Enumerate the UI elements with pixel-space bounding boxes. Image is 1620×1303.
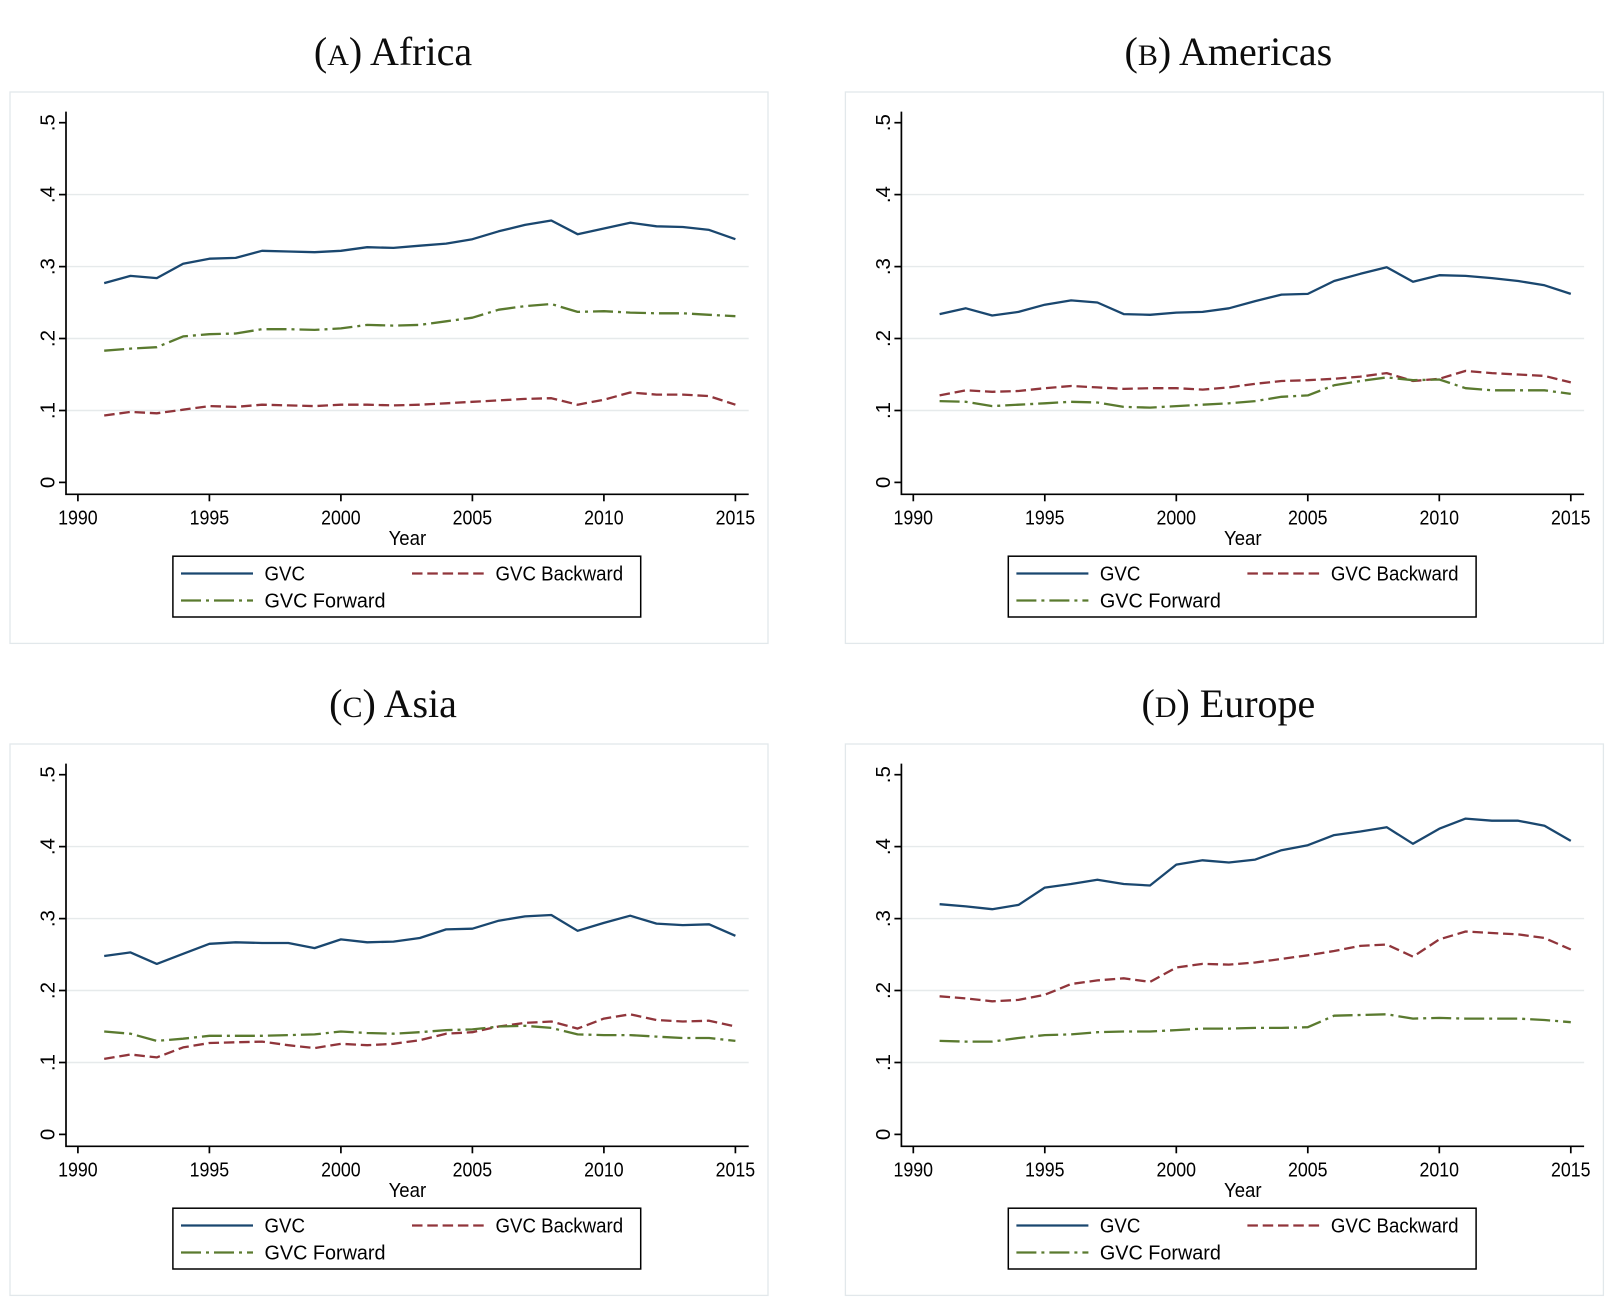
- svg-text:1995: 1995: [1025, 1158, 1065, 1181]
- svg-text:.2: .2: [872, 982, 895, 999]
- svg-text:1995: 1995: [190, 1158, 230, 1181]
- svg-text:GVC Backward: GVC Backward: [496, 1215, 624, 1238]
- svg-text:Year: Year: [1224, 1179, 1262, 1202]
- svg-text:2000: 2000: [321, 506, 361, 529]
- svg-text:GVC Forward: GVC Forward: [265, 590, 386, 613]
- svg-text:2010: 2010: [584, 506, 624, 529]
- svg-text:1990: 1990: [894, 1158, 934, 1181]
- svg-text:GVC Backward: GVC Backward: [1331, 563, 1459, 586]
- svg-text:.3: .3: [872, 258, 895, 275]
- svg-text:0: 0: [37, 1129, 60, 1140]
- svg-text:.3: .3: [872, 910, 895, 927]
- svg-text:2005: 2005: [453, 1158, 493, 1181]
- svg-text:1995: 1995: [190, 506, 230, 529]
- svg-text:1990: 1990: [894, 506, 934, 529]
- svg-text:.2: .2: [872, 330, 895, 347]
- svg-text:GVC Forward: GVC Forward: [1100, 590, 1221, 613]
- svg-text:(A) Africa: (A) Africa: [314, 29, 473, 74]
- svg-text:GVC: GVC: [1100, 1215, 1141, 1238]
- svg-text:2005: 2005: [1288, 506, 1328, 529]
- svg-text:.5: .5: [37, 114, 60, 131]
- svg-text:.4: .4: [872, 186, 895, 203]
- svg-text:1990: 1990: [58, 506, 98, 529]
- svg-text:GVC: GVC: [265, 1215, 306, 1238]
- svg-text:2000: 2000: [1157, 506, 1197, 529]
- svg-text:2000: 2000: [321, 1158, 361, 1181]
- svg-text:GVC: GVC: [1100, 563, 1141, 586]
- svg-text:Year: Year: [1224, 527, 1262, 550]
- svg-text:2010: 2010: [1420, 506, 1460, 529]
- svg-text:0: 0: [872, 477, 895, 488]
- svg-text:.5: .5: [872, 114, 895, 131]
- svg-text:.2: .2: [37, 330, 60, 347]
- svg-text:2000: 2000: [1157, 1158, 1197, 1181]
- svg-text:1990: 1990: [58, 1158, 98, 1181]
- svg-text:GVC Forward: GVC Forward: [265, 1242, 386, 1265]
- svg-text:0: 0: [872, 1129, 895, 1140]
- svg-text:1995: 1995: [1025, 506, 1065, 529]
- svg-text:2005: 2005: [1288, 1158, 1328, 1181]
- svg-text:.1: .1: [872, 1054, 895, 1071]
- svg-text:Year: Year: [389, 527, 427, 550]
- svg-text:GVC Backward: GVC Backward: [1331, 1215, 1459, 1238]
- svg-text:.5: .5: [37, 766, 60, 783]
- svg-text:GVC: GVC: [265, 563, 306, 586]
- svg-text:.3: .3: [37, 258, 60, 275]
- svg-text:0: 0: [37, 477, 60, 488]
- svg-text:.1: .1: [872, 402, 895, 419]
- svg-text:.2: .2: [37, 982, 60, 999]
- svg-text:2015: 2015: [1551, 506, 1591, 529]
- svg-text:.4: .4: [37, 838, 60, 855]
- svg-text:2010: 2010: [1420, 1158, 1460, 1181]
- svg-text:GVC Backward: GVC Backward: [496, 563, 624, 586]
- svg-text:Year: Year: [389, 1179, 427, 1202]
- svg-text:2015: 2015: [1551, 1158, 1591, 1181]
- svg-text:.1: .1: [37, 402, 60, 419]
- svg-text:.3: .3: [37, 910, 60, 927]
- svg-text:2015: 2015: [716, 506, 756, 529]
- svg-text:.5: .5: [872, 766, 895, 783]
- svg-text:2015: 2015: [716, 1158, 756, 1181]
- svg-text:.1: .1: [37, 1054, 60, 1071]
- svg-text:2005: 2005: [453, 506, 493, 529]
- svg-text:(B) Americas: (B) Americas: [1125, 29, 1333, 74]
- svg-text:2010: 2010: [584, 1158, 624, 1181]
- svg-text:GVC Forward: GVC Forward: [1100, 1242, 1221, 1265]
- svg-text:.4: .4: [37, 186, 60, 203]
- svg-text:.4: .4: [872, 838, 895, 855]
